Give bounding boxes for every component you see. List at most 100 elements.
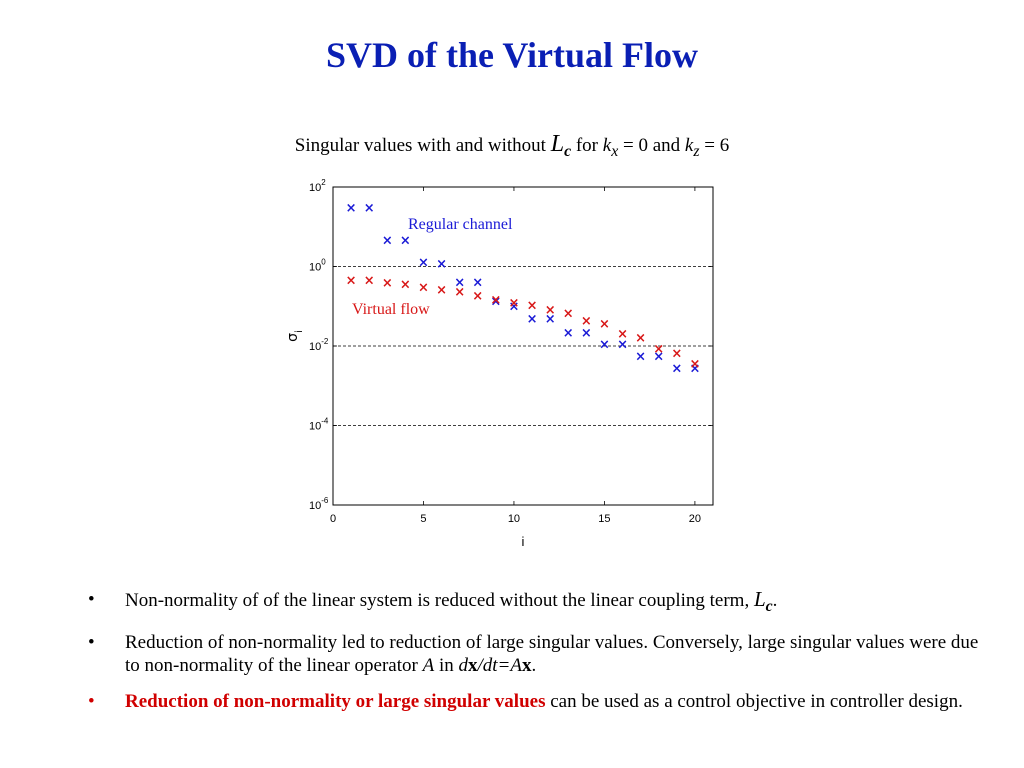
chart-caption: Singular values with and without Lc for … xyxy=(0,131,1024,161)
virtual-flow-marker: × xyxy=(346,273,357,288)
regular-channel-marker: × xyxy=(563,326,574,341)
regular-channel-marker: × xyxy=(527,312,538,327)
x-tick-label: 0 xyxy=(330,513,336,525)
regular-channel-marker: × xyxy=(635,349,646,364)
regular-channel-marker: × xyxy=(472,275,483,290)
regular-channel-marker: × xyxy=(508,299,519,314)
caption-kx-sub: x xyxy=(611,142,619,160)
bullet-2-dt: /dt=A xyxy=(477,654,522,676)
bullet-1-c: c xyxy=(765,597,773,615)
virtual-flow-marker: × xyxy=(382,276,393,291)
data-markers: × ×× ×× ×× ×× ×× ×× ×× ×× ×× ×× × × × × × × × × × × × ×× ×× ×× ×× xyxy=(346,201,701,377)
caption-k1: k xyxy=(602,135,612,156)
plot-frame xyxy=(332,186,714,506)
virtual-flow-marker: × xyxy=(400,278,411,293)
y-axis-label: σi xyxy=(285,330,305,342)
caption-prefix: Singular values with and without xyxy=(294,135,551,156)
caption-for: for xyxy=(571,135,603,156)
bullet-2-x2: x xyxy=(521,654,532,676)
virtual-flow-marker: × xyxy=(599,317,610,332)
bullet-dot: • xyxy=(88,631,95,653)
y-tick-exponent: -4 xyxy=(321,417,329,426)
regular-channel-marker: × xyxy=(382,234,393,249)
caption-kz-value: = 6 xyxy=(699,135,730,156)
virtual-flow-marker: × xyxy=(436,283,447,298)
y-tick-label: 102 xyxy=(309,178,326,194)
legend-regular-channel: Regular channel xyxy=(408,216,513,233)
virtual-flow-marker: × xyxy=(635,331,646,346)
regular-channel-marker: × xyxy=(418,256,429,271)
y-tick-base: 10 xyxy=(309,341,321,353)
regular-channel-marker: × xyxy=(599,337,610,352)
y-tick-exponent: 0 xyxy=(321,258,326,267)
x-tick-label: 5 xyxy=(420,513,426,525)
virtual-flow-marker: × xyxy=(527,298,538,313)
bullet-2-text: Reduction of non-normality led to reduct… xyxy=(125,631,979,676)
y-tick-exponent: -6 xyxy=(321,496,329,505)
virtual-flow-marker: × xyxy=(617,327,628,342)
virtual-flow-marker: × xyxy=(418,280,429,295)
bullet-3-rest: can be used as a control objective in co… xyxy=(545,690,963,712)
virtual-flow-marker: × xyxy=(364,273,375,288)
regular-channel-marker: × xyxy=(454,275,465,290)
x-axis-label: i xyxy=(522,534,525,549)
y-tick-label: 100 xyxy=(309,258,326,274)
virtual-flow-marker: × xyxy=(581,314,592,329)
regular-channel-marker: × xyxy=(671,362,682,377)
regular-channel-marker: × xyxy=(689,362,700,377)
bullet-2-end: . xyxy=(531,654,537,676)
bullet-item-3: • Reduction of non-normality or large si… xyxy=(88,690,988,713)
slide-title: SVD of the Virtual Flow xyxy=(326,35,698,75)
caption-lc: L xyxy=(550,131,565,157)
y-axis-label-sub: i xyxy=(294,330,305,333)
virtual-flow-marker: × xyxy=(508,296,519,311)
caption-kx-value: = 0 and xyxy=(618,135,685,156)
caption-kz-sub: z xyxy=(693,142,700,160)
bullet-2-d: d xyxy=(458,654,468,676)
bullet-1-text: Non-normality of of the linear system is… xyxy=(125,590,754,611)
regular-channel-marker: × xyxy=(364,201,375,216)
bullet-2-in: in xyxy=(434,654,459,676)
regular-channel-marker: × xyxy=(581,326,592,341)
y-tick-base: 10 xyxy=(309,262,321,274)
virtual-flow-marker: × xyxy=(563,307,574,322)
bullet-dot: • xyxy=(88,589,95,610)
y-tick-exponent: 2 xyxy=(321,178,326,187)
y-tick-exponent: -2 xyxy=(321,337,329,346)
y-tick-label: 10-4 xyxy=(309,417,329,433)
virtual-flow-marker: × xyxy=(689,357,700,372)
y-tick-base: 10 xyxy=(309,421,321,433)
bullet-2-x: x xyxy=(467,654,478,676)
virtual-flow-marker: × xyxy=(545,303,556,318)
bullet-item-1: • Non-normality of of the linear system … xyxy=(88,588,988,618)
bullet-dot: • xyxy=(88,690,95,712)
bullet-1-l: L xyxy=(753,587,766,611)
grid-lines xyxy=(333,266,713,426)
bullet-list: • Non-normality of of the linear system … xyxy=(88,588,988,726)
legend-virtual-flow: Virtual flow xyxy=(352,301,430,318)
regular-channel-marker: × xyxy=(436,257,447,272)
caption-k2: k xyxy=(684,135,694,156)
y-tick-label: 10-6 xyxy=(309,496,329,512)
bullet-3-emphasis: Reduction of non-normality or large sing… xyxy=(125,690,546,712)
regular-channel-marker: × xyxy=(490,295,501,310)
regular-channel-marker: × xyxy=(346,201,357,216)
y-tick-base: 10 xyxy=(309,182,321,194)
caption-lc-sub: c xyxy=(564,142,572,160)
bullet-1-end: . xyxy=(772,590,778,611)
regular-channel-marker: × xyxy=(617,337,628,352)
regular-channel-marker: × xyxy=(653,349,664,364)
virtual-flow-marker: × xyxy=(653,342,664,357)
bullet-2-a: A xyxy=(422,654,435,676)
regular-channel-marker: × xyxy=(545,312,556,327)
y-tick-base: 10 xyxy=(309,500,321,512)
virtual-flow-marker: × xyxy=(671,346,682,361)
virtual-flow-marker: × xyxy=(454,285,465,300)
y-axis-label-main: σ xyxy=(285,333,301,342)
y-tick-label: 10-2 xyxy=(309,337,329,353)
x-tick-label: 10 xyxy=(508,513,520,525)
bullet-item-2: • Reduction of non-normality led to redu… xyxy=(88,631,988,677)
x-tick-label: 15 xyxy=(598,513,610,525)
